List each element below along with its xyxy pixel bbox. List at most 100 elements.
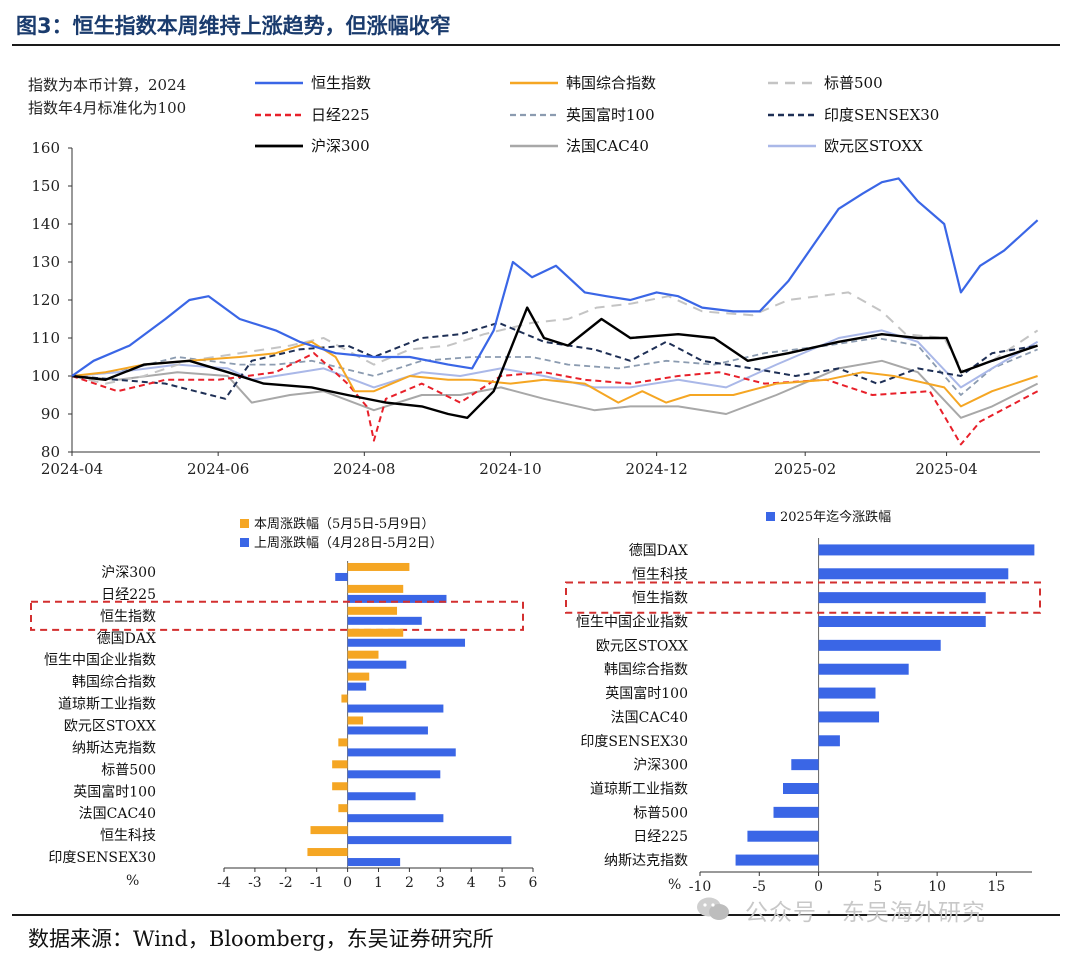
y-tick-label: 130 (31, 253, 60, 271)
bar (347, 660, 407, 669)
bar (347, 616, 422, 625)
bar (347, 650, 379, 659)
x-tick-label: 2 (405, 875, 414, 891)
y-tick-label: 110 (31, 329, 60, 347)
bar (347, 792, 416, 801)
category-label: 恒生指数 (100, 609, 156, 625)
source-note: 数据来源：Wind，Bloomberg，东吴证券研究所 (28, 927, 494, 951)
chart-note: 指数为本币计算，2024 (28, 76, 186, 94)
y-tick-label: 120 (31, 291, 60, 309)
category-label: 道琼斯工业指数 (58, 697, 156, 713)
y-tick-label: 140 (31, 215, 60, 233)
category-label: 印度SENSEX30 (48, 850, 156, 866)
x-tick-label: -5 (752, 879, 766, 895)
bar (347, 726, 428, 735)
x-tick-label: 2024-12 (625, 460, 687, 478)
x-tick-label: 2025-04 (915, 460, 977, 478)
highlight-box (30, 600, 524, 631)
bar (818, 568, 1009, 580)
bar (338, 738, 348, 747)
bar (773, 806, 819, 818)
legend-label: 日经225 (311, 106, 370, 124)
bar (818, 735, 840, 747)
category-label: 日经225 (633, 829, 688, 845)
bar (818, 663, 909, 675)
category-label: 恒生指数 (632, 591, 688, 607)
legend-label: 欧元区STOXX (824, 137, 923, 155)
series-line (71, 306, 1038, 419)
bar (307, 848, 348, 857)
unit-label: % (126, 873, 139, 889)
legend-label: 法国CAC40 (566, 137, 649, 155)
category-label: 标普500 (633, 805, 688, 821)
bar (347, 672, 370, 681)
bar (818, 544, 1035, 556)
category-label: 恒生中国企业指数 (576, 614, 688, 631)
category-label: 道琼斯工业指数 (590, 782, 688, 798)
legend-label: 本周涨跌幅（5月5日-5月9日） (254, 516, 434, 532)
legend-label: 韩国综合指数 (566, 74, 656, 92)
category-label: 沪深300 (633, 758, 688, 774)
bar (347, 858, 401, 867)
bar (347, 562, 410, 571)
x-tick-label: 4 (467, 875, 476, 891)
x-tick-label: 5 (498, 875, 507, 891)
title-rule (12, 44, 1060, 46)
x-tick-label: 10 (928, 879, 946, 895)
bar (783, 783, 819, 794)
category-label: 德国DAX (97, 631, 156, 647)
x-tick-label: 1 (374, 875, 383, 891)
bar (347, 748, 456, 757)
series-line (71, 337, 1038, 396)
bar (347, 682, 367, 691)
x-tick-label: -1 (310, 875, 324, 891)
y-tick-label: 80 (41, 443, 60, 461)
x-tick-label: 5 (873, 879, 882, 895)
series-line (71, 340, 1038, 408)
bar (747, 830, 819, 842)
y-tick-label: 150 (31, 177, 60, 195)
bar (347, 836, 512, 845)
category-label: 纳斯达克指数 (604, 853, 688, 869)
bar (347, 770, 441, 779)
bar (347, 704, 444, 713)
series-line (71, 291, 1039, 385)
category-label: 恒生科技 (100, 828, 156, 844)
watermark: 公众号 · 东吴海外研究 (745, 900, 986, 926)
category-label: 纳斯达克指数 (72, 740, 156, 756)
x-tick-label: 15 (988, 879, 1006, 895)
legend-label: 印度SENSEX30 (824, 106, 939, 124)
x-tick-label: -2 (279, 875, 293, 891)
wechat-icon (697, 897, 729, 920)
bar (791, 759, 819, 771)
x-tick-label: 0 (343, 875, 352, 891)
bar (332, 760, 348, 769)
category-label: 英国富时100 (73, 783, 156, 800)
category-label: 法国CAC40 (611, 710, 688, 726)
y-tick-label: 160 (31, 139, 60, 157)
bar (347, 628, 404, 637)
x-tick-label: 6 (529, 875, 538, 891)
series-line (71, 177, 1039, 377)
bar (818, 639, 941, 651)
category-label: 标普500 (101, 762, 156, 778)
x-tick-label: 2025-02 (774, 460, 836, 478)
bar (818, 711, 880, 723)
legend-swatch (766, 512, 775, 521)
legend-label: 恒生指数 (311, 74, 371, 92)
legend-label: 2025年迄今涨跌幅 (780, 509, 891, 525)
legend-label: 沪深300 (311, 137, 370, 155)
bar (341, 694, 348, 703)
bar (347, 606, 398, 615)
source-rule (12, 914, 1060, 916)
category-label: 恒生中国企业指数 (44, 652, 156, 669)
x-tick-label: -10 (689, 879, 712, 895)
bar (335, 572, 348, 581)
x-tick-label: -3 (248, 875, 262, 891)
category-label: 德国DAX (629, 543, 688, 559)
bar (338, 804, 348, 813)
bar (310, 826, 348, 835)
bar (347, 594, 447, 603)
unit-label: % (668, 877, 681, 893)
bar (347, 584, 404, 593)
